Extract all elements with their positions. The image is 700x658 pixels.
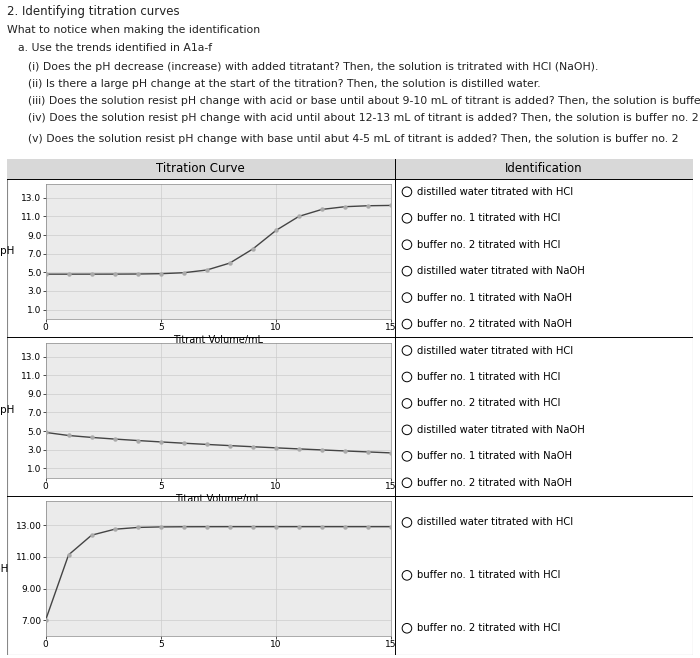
Text: buffer no. 2 titrated with HCl: buffer no. 2 titrated with HCl <box>417 623 561 633</box>
Text: (v) Does the solution resist pH change with base until abut 4-5 mL of titrant is: (v) Does the solution resist pH change w… <box>28 134 678 143</box>
Bar <box>395 159 693 178</box>
Text: buffer no. 1 titrated with HCl: buffer no. 1 titrated with HCl <box>417 372 561 382</box>
Text: Identification: Identification <box>505 162 582 175</box>
Text: distilled water titrated with NaOH: distilled water titrated with NaOH <box>417 425 585 435</box>
Text: (iii) Does the solution resist pH change with acid or base until about 9-10 mL o: (iii) Does the solution resist pH change… <box>28 96 700 107</box>
Text: buffer no. 2 titrated with HCl: buffer no. 2 titrated with HCl <box>417 398 561 409</box>
Text: buffer no. 1 titrated with NaOH: buffer no. 1 titrated with NaOH <box>417 293 572 303</box>
Text: (iv) Does the solution resist pH change with acid until about 12-13 mL of titran: (iv) Does the solution resist pH change … <box>28 113 699 123</box>
Text: Titration Curve: Titration Curve <box>156 162 245 175</box>
Text: buffer no. 2 titrated with HCl: buffer no. 2 titrated with HCl <box>417 240 561 249</box>
Y-axis label: pH: pH <box>0 246 15 257</box>
Text: distilled water titrated with HCl: distilled water titrated with HCl <box>417 517 573 528</box>
Y-axis label: pH: pH <box>0 405 15 415</box>
Text: distilled water titrated with HCl: distilled water titrated with HCl <box>417 345 573 355</box>
Text: buffer no. 2 titrated with NaOH: buffer no. 2 titrated with NaOH <box>417 319 572 329</box>
Text: buffer no. 1 titrated with HCl: buffer no. 1 titrated with HCl <box>417 570 561 580</box>
Text: buffer no. 2 titrated with NaOH: buffer no. 2 titrated with NaOH <box>417 478 572 488</box>
Text: (i) Does the pH decrease (increase) with added titratant? Then, the solution is : (i) Does the pH decrease (increase) with… <box>28 62 598 72</box>
Text: buffer no. 1 titrated with NaOH: buffer no. 1 titrated with NaOH <box>417 451 572 461</box>
X-axis label: Titant Volume/mL: Titant Volume/mL <box>175 494 261 503</box>
Bar <box>7 159 395 178</box>
Text: distilled water titrated with NaOH: distilled water titrated with NaOH <box>417 266 585 276</box>
Text: distilled water titrated with HCl: distilled water titrated with HCl <box>417 187 573 197</box>
Text: What to notice when making the identification: What to notice when making the identific… <box>7 25 260 35</box>
Text: a. Use the trends identified in A1a-f: a. Use the trends identified in A1a-f <box>18 43 211 53</box>
Text: 2. Identifying titration curves: 2. Identifying titration curves <box>7 5 180 18</box>
Text: (ii) Is there a large pH change at the start of the titration? Then, the solutio: (ii) Is there a large pH change at the s… <box>28 79 540 89</box>
X-axis label: Titrant Volume/mL: Titrant Volume/mL <box>174 335 263 345</box>
Text: buffer no. 1 titrated with HCl: buffer no. 1 titrated with HCl <box>417 213 561 223</box>
Y-axis label: pH: pH <box>0 564 9 574</box>
